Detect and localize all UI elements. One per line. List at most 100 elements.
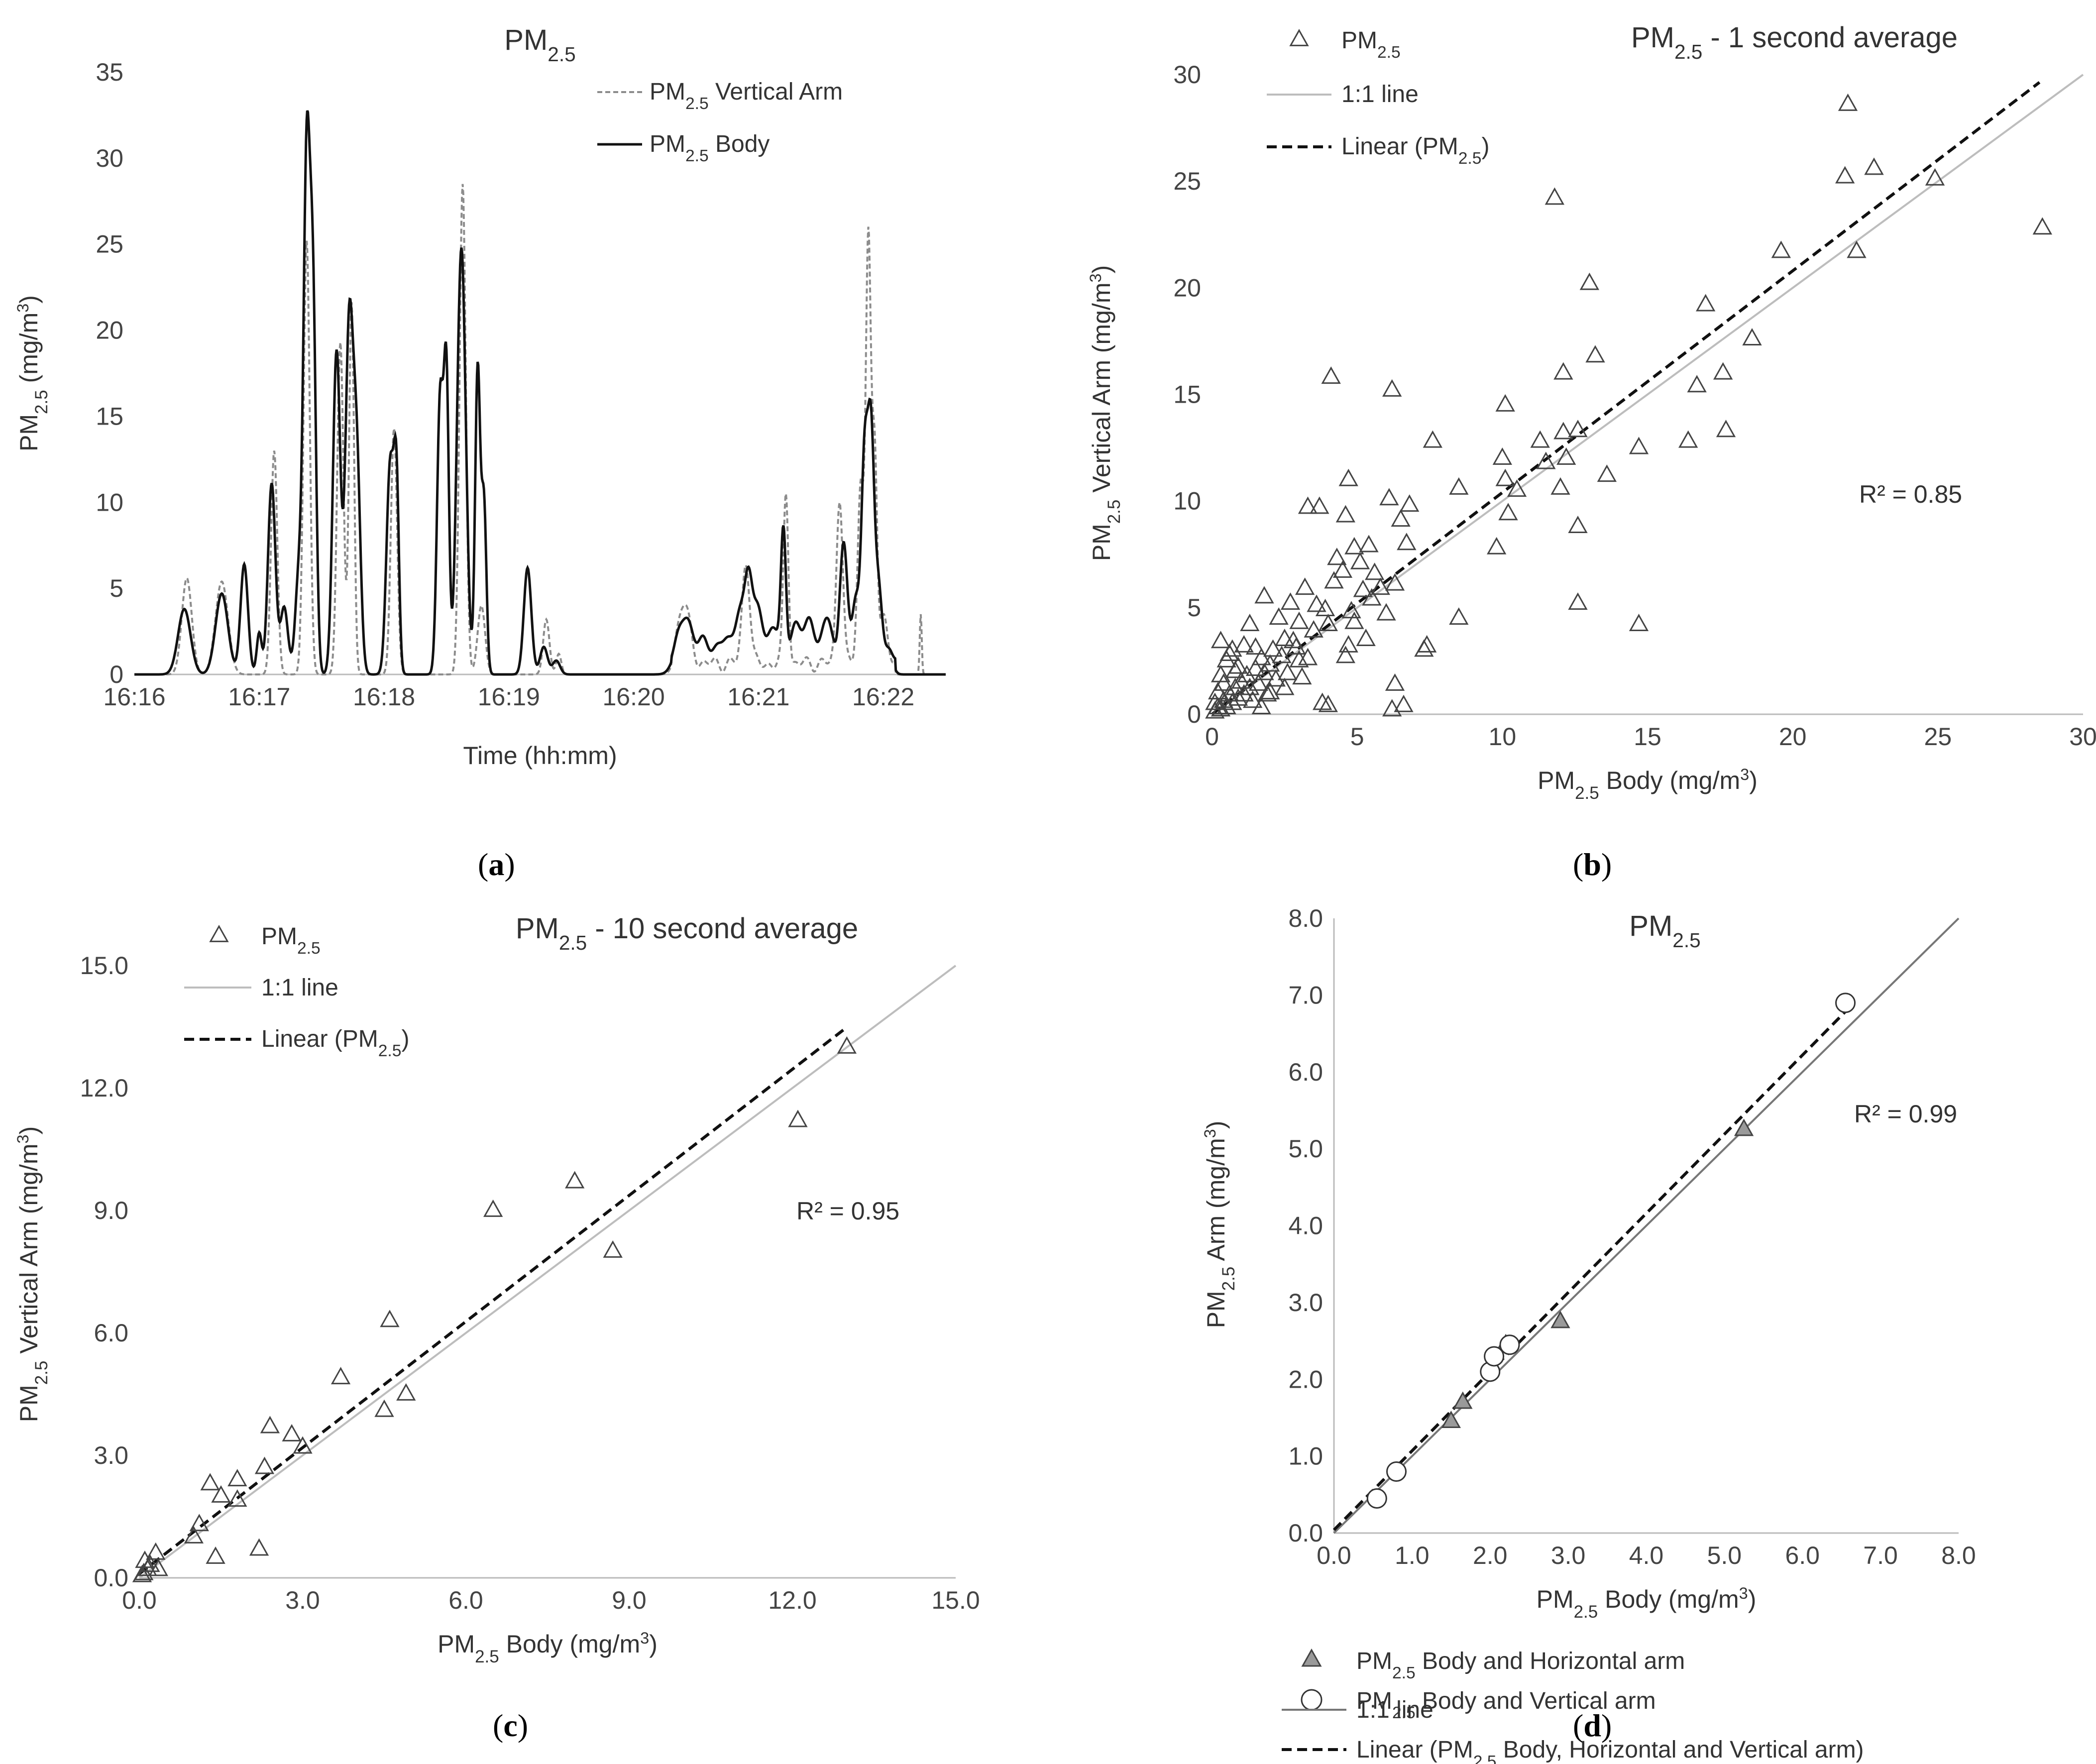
data-point — [1315, 599, 1335, 617]
y-tick-label: 30 — [96, 144, 123, 172]
y-tick-label: 6.0 — [94, 1319, 128, 1347]
data-point — [1295, 577, 1315, 595]
chart-c-xlabel: PM2.5 Body (mg/m3) — [438, 1629, 658, 1666]
y-tick-label: 0 — [110, 661, 123, 688]
series-body — [134, 110, 946, 676]
chart-a-svg: 16:16 16:17 16:18 16:19 16:20 16:21 16:22 0 5 10 1… — [14, 24, 946, 770]
data-point — [293, 1436, 313, 1454]
x-tick-label: 15 — [1634, 723, 1661, 751]
y-tick-label: 10 — [1173, 487, 1201, 515]
data-point — [1385, 573, 1405, 591]
data-point — [1260, 682, 1280, 700]
data-point — [1687, 375, 1707, 393]
one-to-one-line — [1211, 74, 2084, 715]
data-point — [1400, 494, 1420, 512]
panel-label-d: (d) — [1573, 1708, 1612, 1743]
legend-label-scatter: PM2.5 — [1341, 27, 1401, 62]
y-tick-label: 0 — [1187, 700, 1201, 728]
data-point — [1260, 654, 1280, 672]
data-point-horizontal-arm — [1441, 1411, 1461, 1429]
series-vertical-arm — [134, 184, 946, 675]
data-point — [1213, 673, 1233, 691]
data-point — [1359, 535, 1379, 552]
data-point — [1417, 635, 1437, 653]
chart-b: 0 5 10 15 20 25 30 0 5 10 15 20 25 30 PM2.5 - 1 second… — [1048, 0, 2096, 846]
data-point — [1382, 699, 1402, 717]
chart-b-ylabel: PM2.5 Vertical Arm (mg/m3) — [1087, 265, 1124, 561]
data-point — [1379, 488, 1399, 506]
chart-d-r2: R² = 0.99 — [1854, 1100, 1957, 1128]
data-point — [1324, 571, 1344, 589]
data-point — [1234, 635, 1254, 653]
legend-label-one-to-one: 1:1 line — [261, 975, 338, 1001]
data-point — [1370, 577, 1390, 595]
data-point — [1696, 294, 1716, 312]
data-point — [1321, 366, 1341, 384]
legend-label-one-to-one: 1:1 line — [1356, 1697, 1434, 1723]
data-point — [282, 1424, 302, 1441]
x-tick-label: 12.0 — [768, 1586, 816, 1614]
data-points — [132, 1036, 857, 1582]
data-point — [331, 1367, 351, 1385]
data-point — [1278, 662, 1298, 680]
data-point — [1553, 422, 1573, 440]
y-tick-label: 35 — [96, 58, 123, 86]
data-point — [1318, 614, 1338, 631]
legend-label-vertical-arm: PM2.5 Vertical Arm — [650, 79, 843, 113]
data-points — [1205, 93, 2052, 719]
data-point — [603, 1240, 623, 1258]
data-point — [1838, 93, 1858, 111]
data-point — [146, 1542, 166, 1560]
legend-label-horizontal-arm: PM2.5 Body and Horizontal arm — [1356, 1648, 1685, 1682]
x-tick-label: 30 — [2069, 723, 2096, 751]
data-point — [1864, 157, 1884, 175]
y-tick-label: 2.0 — [1288, 1365, 1323, 1393]
data-point — [1275, 629, 1295, 646]
data-point — [565, 1171, 585, 1189]
y-tick-label: 5 — [1187, 594, 1201, 622]
data-point — [1225, 661, 1245, 678]
y-tick-label: 25 — [96, 230, 123, 258]
data-point — [1275, 677, 1295, 695]
data-point — [206, 1546, 225, 1564]
data-point — [1423, 430, 1442, 448]
data-point — [1289, 611, 1309, 629]
y-tick-label: 0.0 — [1288, 1519, 1323, 1547]
x-tick-label: 6.0 — [448, 1586, 483, 1614]
data-point — [1492, 447, 1512, 465]
data-point — [1568, 420, 1588, 438]
linear-fit-line — [1211, 81, 2041, 716]
data-point — [1298, 648, 1318, 665]
data-point — [1272, 646, 1292, 663]
x-tick-label: 16:19 — [478, 683, 540, 711]
data-point — [1713, 362, 1733, 380]
x-tick-label: 0.0 — [122, 1586, 157, 1614]
data-point — [1597, 464, 1617, 482]
data-point — [1211, 631, 1231, 649]
data-point-horizontal-arm — [1550, 1311, 1570, 1328]
y-tick-label: 3.0 — [1288, 1289, 1323, 1317]
x-tick-label: 16:20 — [603, 683, 665, 711]
legend-label-scatter: PM2.5 — [261, 923, 321, 958]
chart-c: 0.0 3.0 6.0 9.0 12.0 15.0 0.0 3.0 6.0 9.0 12.0 15.0… — [0, 896, 1048, 1692]
y-tick-label: 0.0 — [94, 1564, 128, 1592]
x-tick-label: 16:17 — [228, 683, 290, 711]
data-point — [1307, 594, 1326, 612]
chart-a: 16:16 16:17 16:18 16:19 16:20 16:21 16:22 0 5 10 1… — [0, 0, 1048, 846]
data-point — [1530, 430, 1550, 448]
x-tick-label: 2.0 — [1473, 1542, 1508, 1569]
data-point — [1292, 667, 1312, 685]
y-tick-label: 15 — [1173, 381, 1201, 409]
data-point — [2032, 217, 2052, 235]
y-tick-label: 6.0 — [1288, 1058, 1323, 1086]
data-point-vertical-arm — [1835, 992, 1856, 1013]
data-point — [1219, 644, 1239, 661]
chart-d-xlabel: PM2.5 Body (mg/m3) — [1537, 1584, 1757, 1622]
data-point — [1350, 551, 1370, 569]
data-point — [1629, 437, 1649, 454]
chart-a-ylabel: PM2.5 (mg/m3) — [14, 295, 51, 451]
data-point — [1243, 690, 1263, 708]
data-point — [1205, 692, 1225, 710]
data-point — [227, 1469, 247, 1487]
y-tick-label: 12.0 — [80, 1074, 128, 1102]
